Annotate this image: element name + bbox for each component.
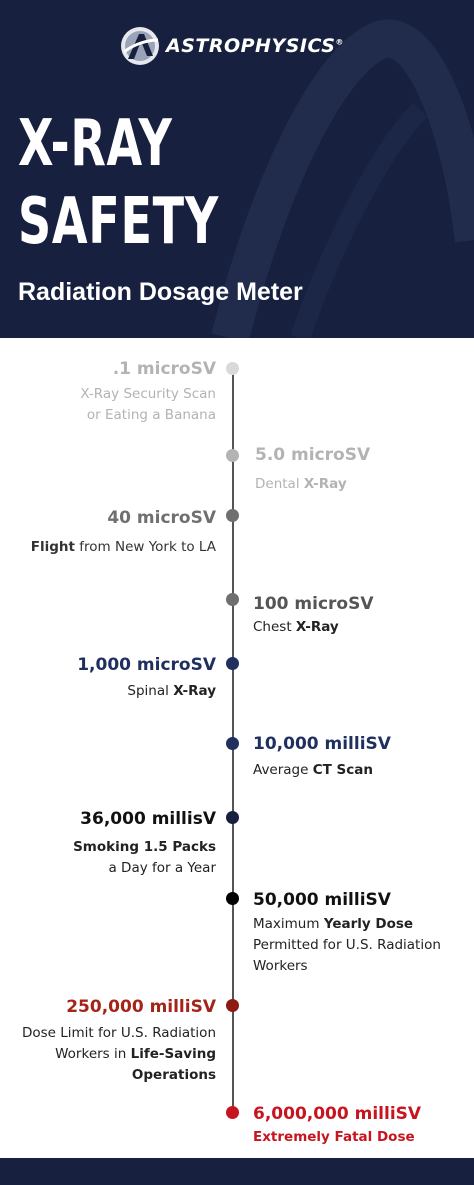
footer-bar <box>0 1158 474 1185</box>
timeline-dot <box>226 811 239 824</box>
timeline-dot <box>226 737 239 750</box>
dose-description: Dose Limit for U.S. Radiation Workers in… <box>21 1025 216 1083</box>
timeline-dot <box>226 999 239 1012</box>
dose-entry: 250,000 milliSV Dose Limit for U.S. Radi… <box>11 996 216 1086</box>
timeline-dot <box>226 593 239 606</box>
timeline-dot <box>226 1106 239 1119</box>
dose-entry: .1 microSV X-Ray Security Scan or Eating … <box>11 358 216 426</box>
dose-entry: 36,000 millisV Smoking 1.5 Packs a Day fo… <box>11 808 216 879</box>
dose-value: 1,000 microSV <box>77 655 216 675</box>
dose-entry: 40 microSV Flight from New York to LA <box>11 507 216 558</box>
timeline-dot <box>226 449 239 462</box>
dose-description: Chest X-Ray <box>253 619 339 635</box>
dose-description: Smoking 1.5 Packs a Day for a Year <box>73 839 216 876</box>
page-title-line-2: SAFETY <box>18 185 219 259</box>
dose-entry: 5.0 microSV Dental X-Ray <box>255 444 460 495</box>
dose-description: X-Ray Security Scan or Eating a Banana <box>80 386 216 423</box>
dose-value: 100 microSV <box>253 594 374 614</box>
dose-description: Dental X-Ray <box>255 476 347 492</box>
dose-description: Average CT Scan <box>253 762 373 778</box>
page-subtitle: Radiation Dosage Meter <box>18 278 303 306</box>
dose-entry: 6,000,000 milliSV Extremely Fatal Dose <box>253 1103 468 1148</box>
page-title-line-1: X-RAY <box>18 107 173 181</box>
dose-description: Extremely Fatal Dose <box>253 1129 415 1145</box>
timeline-dot <box>226 657 239 670</box>
timeline-dot <box>226 509 239 522</box>
dose-value: 40 microSV <box>107 508 216 528</box>
astrophysics-logo-icon <box>121 27 159 65</box>
brand-name: ASTROPHYSICS® <box>166 35 344 57</box>
timeline-dot <box>226 892 239 905</box>
timeline-dot <box>226 362 239 375</box>
decorative-arc-graphic <box>211 19 474 338</box>
dose-description: Spinal X-Ray <box>127 683 216 699</box>
dose-value: .1 microSV <box>112 359 216 379</box>
dose-entry: 100 microSV Chest X-Ray <box>253 593 458 638</box>
dose-description: Flight from New York to LA <box>30 539 216 555</box>
brand-logo: ASTROPHYSICS® <box>120 26 344 66</box>
dose-entry: 10,000 milliSV Average CT Scan <box>253 733 458 781</box>
header-banner: ASTROPHYSICS® X-RAY SAFETY Radiation Dos… <box>0 0 474 338</box>
dose-description: Maximum Yearly Dose Permitted for U.S. R… <box>253 916 441 974</box>
dose-value: 250,000 milliSV <box>66 997 216 1017</box>
dose-entry: 1,000 microSV Spinal X-Ray <box>11 654 216 702</box>
dose-value: 50,000 milliSV <box>253 890 391 910</box>
dose-value: 5.0 microSV <box>255 445 371 465</box>
dose-value: 36,000 millisV <box>80 809 216 829</box>
dose-entry: 50,000 milliSV Maximum Yearly Dose Permi… <box>253 889 458 977</box>
dose-value: 6,000,000 milliSV <box>253 1104 422 1124</box>
dose-value: 10,000 milliSV <box>253 734 391 754</box>
